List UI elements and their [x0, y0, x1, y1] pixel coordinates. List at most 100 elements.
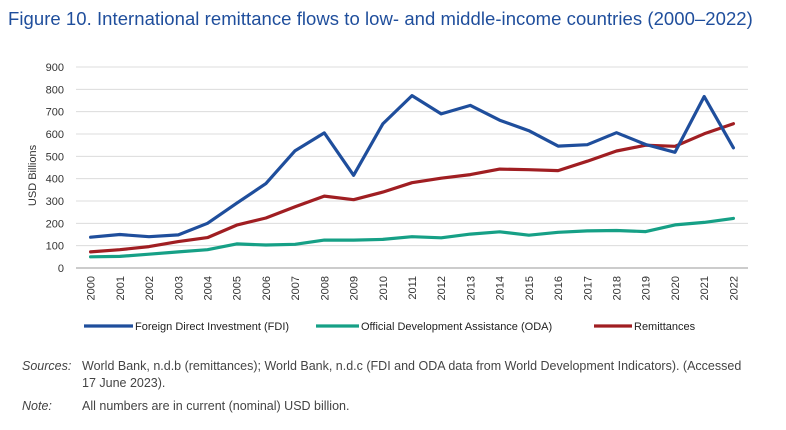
sources-label: Sources:	[22, 359, 72, 373]
data-point	[89, 256, 92, 258]
data-point	[615, 229, 618, 232]
x-tick-label: 2009	[349, 276, 361, 300]
data-point	[644, 143, 647, 146]
x-tick-label: 2011	[407, 276, 419, 300]
y-tick-label: 600	[46, 129, 64, 141]
data-point	[119, 233, 121, 236]
x-tick-label: 2012	[436, 276, 448, 300]
x-tick-label: 2016	[553, 276, 565, 300]
x-tick-label: 2014	[495, 276, 507, 300]
data-point	[674, 224, 676, 226]
data-point	[644, 230, 647, 233]
series-line-0	[88, 93, 736, 239]
x-tick-label: 2010	[378, 276, 390, 300]
data-point	[411, 235, 413, 238]
data-point	[528, 234, 530, 236]
sources-text: World Bank, n.d.b (remittances); World B…	[82, 359, 742, 390]
data-point	[440, 113, 443, 115]
data-point	[323, 132, 326, 134]
data-point	[586, 160, 589, 163]
sources-note: Sources: World Bank, n.d.b (remittances);…	[22, 358, 762, 392]
data-point	[294, 243, 296, 246]
y-tick-label: 200	[46, 218, 64, 230]
data-point	[119, 255, 121, 258]
data-point	[294, 149, 296, 152]
x-axis-ticks: 2000 2001 2002 2003 2004 2005 2006 2007 2008 2009…	[86, 276, 741, 300]
data-point	[89, 236, 92, 238]
series-lines	[88, 93, 736, 259]
data-point	[352, 198, 355, 201]
data-point	[528, 168, 530, 171]
data-point	[235, 202, 238, 205]
y-tick-label: 0	[58, 263, 64, 275]
data-point	[703, 221, 705, 224]
data-point	[703, 132, 705, 135]
x-tick-label: 2015	[524, 276, 536, 300]
y-tick-label: 400	[46, 174, 64, 186]
data-point	[498, 119, 501, 121]
data-point	[498, 168, 501, 170]
legend-label: Official Development Assistance (ODA)	[361, 321, 552, 333]
series-line-1	[88, 216, 736, 259]
data-point	[674, 151, 676, 154]
x-tick-label: 2021	[699, 276, 711, 300]
data-point	[148, 245, 150, 248]
data-point	[469, 233, 472, 235]
legend: Foreign Direct Investment (FDI) Official …	[84, 321, 696, 333]
legend-label: Foreign Direct Investment (FDI)	[135, 321, 289, 333]
data-point	[440, 177, 443, 180]
legend-label: Remittances	[634, 321, 696, 333]
y-tick-label: 800	[46, 84, 64, 96]
data-point	[469, 104, 472, 107]
data-point	[235, 224, 238, 226]
data-point	[265, 182, 267, 185]
data-point	[440, 237, 443, 239]
data-point	[732, 122, 735, 125]
x-tick-label: 2017	[582, 276, 594, 300]
data-point	[119, 248, 121, 251]
data-point	[586, 230, 589, 232]
data-point	[352, 174, 355, 177]
data-point	[732, 147, 735, 149]
x-tick-label: 2006	[261, 276, 273, 300]
data-point	[557, 231, 559, 234]
data-point	[294, 206, 296, 208]
data-point	[323, 239, 326, 241]
data-point	[381, 191, 384, 193]
data-point	[206, 248, 209, 251]
y-axis-label: USD Billions	[27, 144, 39, 206]
data-point	[528, 129, 530, 132]
data-point	[177, 240, 180, 243]
data-point	[206, 236, 209, 239]
x-tick-label: 2003	[173, 276, 185, 300]
x-tick-label: 2013	[465, 276, 477, 300]
data-point	[411, 181, 413, 184]
y-tick-label: 900	[46, 62, 64, 74]
data-point	[352, 239, 355, 241]
data-point	[89, 251, 92, 253]
data-point	[498, 231, 501, 233]
y-axis-ticks: 0 100 200 300 400 500 600 700 800 900	[46, 62, 64, 275]
data-point	[615, 131, 618, 134]
data-point	[177, 234, 180, 236]
x-tick-label: 2004	[202, 276, 214, 300]
data-point	[265, 244, 267, 246]
data-point	[615, 150, 618, 152]
x-tick-label: 2005	[232, 276, 244, 300]
note-label: Note:	[22, 399, 52, 413]
data-point	[323, 195, 326, 197]
x-tick-label: 2008	[319, 276, 331, 300]
data-point	[148, 253, 150, 255]
data-point	[557, 145, 559, 147]
data-point	[557, 169, 559, 172]
x-tick-label: 2019	[641, 276, 653, 300]
x-tick-label: 2001	[115, 276, 127, 300]
x-tick-label: 2002	[144, 276, 156, 300]
figure-title: Figure 10. International remittance flow…	[8, 8, 753, 29]
x-tick-label: 2007	[290, 276, 302, 300]
y-tick-label: 100	[46, 241, 64, 253]
data-point	[703, 95, 705, 98]
note-text: All numbers are in current (nominal) USD…	[82, 399, 350, 413]
data-point	[177, 251, 180, 253]
